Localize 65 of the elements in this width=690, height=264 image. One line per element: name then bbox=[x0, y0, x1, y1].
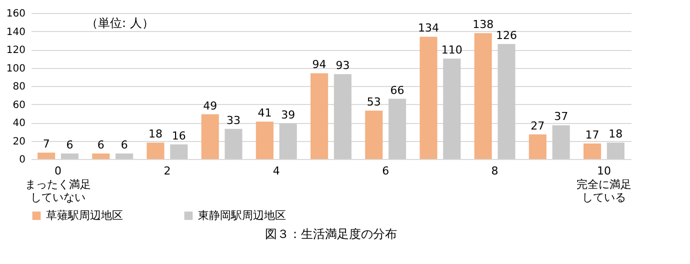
text: 図３：生活満足度の分布 bbox=[265, 227, 397, 241]
data-label: 49 bbox=[203, 99, 218, 112]
bar bbox=[279, 123, 297, 159]
x-tick-label: 10 bbox=[596, 164, 611, 178]
text: 完全に満足している bbox=[576, 178, 632, 204]
x-tick-label: 6 bbox=[382, 164, 390, 178]
bar bbox=[388, 98, 406, 159]
data-label: 18 bbox=[148, 128, 163, 141]
data-label: 6 bbox=[66, 138, 74, 152]
bar bbox=[310, 73, 328, 159]
x-tick-label: 4 bbox=[272, 164, 280, 178]
data-label: 17 bbox=[585, 128, 600, 142]
data-label: 33 bbox=[226, 114, 241, 127]
bar bbox=[38, 152, 56, 159]
annotation: （単位: 人） bbox=[86, 16, 154, 30]
x-tick-label: 8 bbox=[491, 164, 498, 178]
y-tick-label: 80 bbox=[12, 82, 26, 92]
bar bbox=[584, 143, 602, 159]
bar bbox=[552, 125, 570, 159]
data-label: 93 bbox=[336, 59, 350, 72]
legend-label: 東静岡駅周辺地区 bbox=[198, 208, 286, 222]
data-label: 134 bbox=[418, 22, 439, 35]
y-tick-label: 60 bbox=[12, 100, 26, 111]
data-label: 37 bbox=[554, 110, 568, 124]
bar bbox=[201, 114, 219, 159]
bar bbox=[420, 36, 438, 159]
y-tick-label: 0 bbox=[19, 154, 26, 166]
data-label: 41 bbox=[258, 106, 272, 120]
data-label: 66 bbox=[390, 84, 404, 97]
data-label: 6 bbox=[120, 138, 128, 152]
y-tick-label: 160 bbox=[6, 8, 26, 20]
y-tick-label: 140 bbox=[6, 26, 26, 38]
bar bbox=[146, 142, 164, 159]
data-label: 7 bbox=[42, 138, 50, 151]
bar bbox=[256, 122, 274, 159]
bar bbox=[474, 33, 492, 159]
bar bbox=[92, 154, 110, 159]
bar bbox=[224, 128, 242, 159]
y-tick-label: 100 bbox=[6, 63, 26, 74]
bar bbox=[443, 58, 461, 159]
legend-label: 草薙駅周辺地区 bbox=[46, 208, 123, 222]
bar bbox=[60, 154, 78, 159]
bar bbox=[170, 144, 188, 159]
bar bbox=[498, 44, 516, 159]
data-label: 126 bbox=[496, 29, 517, 42]
data-label: 16 bbox=[172, 129, 186, 142]
data-label: 110 bbox=[441, 44, 462, 57]
data-label: 18 bbox=[608, 128, 623, 141]
data-label: 94 bbox=[312, 58, 326, 72]
data-label: 27 bbox=[530, 119, 545, 132]
bar bbox=[334, 74, 352, 159]
bar bbox=[116, 154, 134, 159]
x-tick-label: 0 bbox=[54, 164, 62, 178]
data-label: 6 bbox=[97, 138, 104, 152]
y-tick-label: 40 bbox=[12, 118, 26, 129]
data-label: 39 bbox=[281, 108, 296, 122]
y-tick-label: 120 bbox=[6, 45, 26, 56]
text: まったく満足していない bbox=[25, 178, 92, 204]
bar bbox=[528, 134, 546, 159]
data-label: 138 bbox=[472, 18, 494, 32]
bar bbox=[606, 142, 624, 159]
y-tick-label: 20 bbox=[12, 136, 26, 148]
bar bbox=[365, 110, 383, 159]
x-tick-label: 2 bbox=[164, 164, 171, 178]
data-label: 53 bbox=[366, 96, 381, 109]
